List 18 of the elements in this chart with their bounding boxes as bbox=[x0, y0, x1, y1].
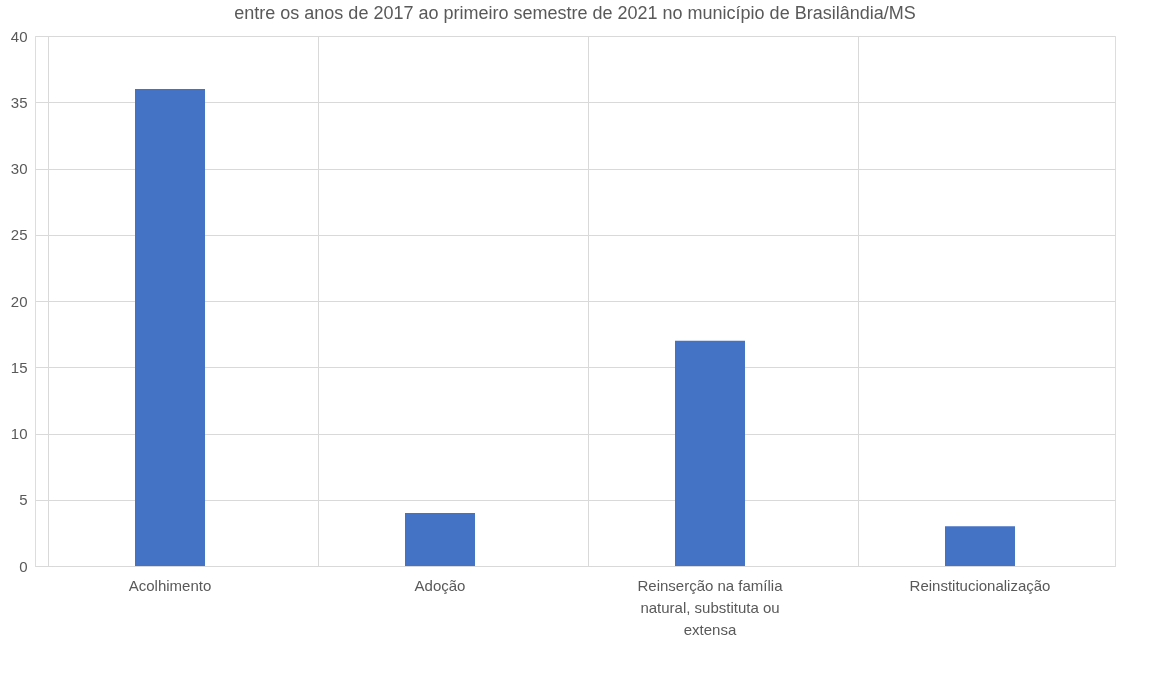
y-tick-label: 40 bbox=[10, 27, 28, 45]
y-tick-label: 10 bbox=[10, 425, 28, 442]
bar bbox=[675, 340, 745, 566]
x-tick-label: Acolhimento bbox=[128, 576, 212, 594]
bar bbox=[135, 89, 205, 566]
y-tick-label: 25 bbox=[10, 226, 28, 244]
y-tick-label: 20 bbox=[10, 292, 28, 310]
y-tick-label: 30 bbox=[10, 160, 28, 177]
y-tick-label: 0 bbox=[19, 557, 28, 575]
x-tick-label: Adoção bbox=[414, 576, 466, 594]
x-tick-label: Reinstitucionalização bbox=[909, 576, 1051, 594]
bar bbox=[405, 513, 475, 566]
y-tick-label: 15 bbox=[10, 358, 28, 376]
x-tick-label: Reinserção na família natural, substituta ou extensa bbox=[637, 576, 784, 638]
bar bbox=[945, 526, 1015, 566]
chart-title: entre os anos de 2017 ao primeiro semestre de 2021 no município de Brasilândia/MS bbox=[234, 3, 916, 23]
y-tick-label: 35 bbox=[10, 93, 28, 111]
y-tick-label: 5 bbox=[19, 491, 28, 509]
